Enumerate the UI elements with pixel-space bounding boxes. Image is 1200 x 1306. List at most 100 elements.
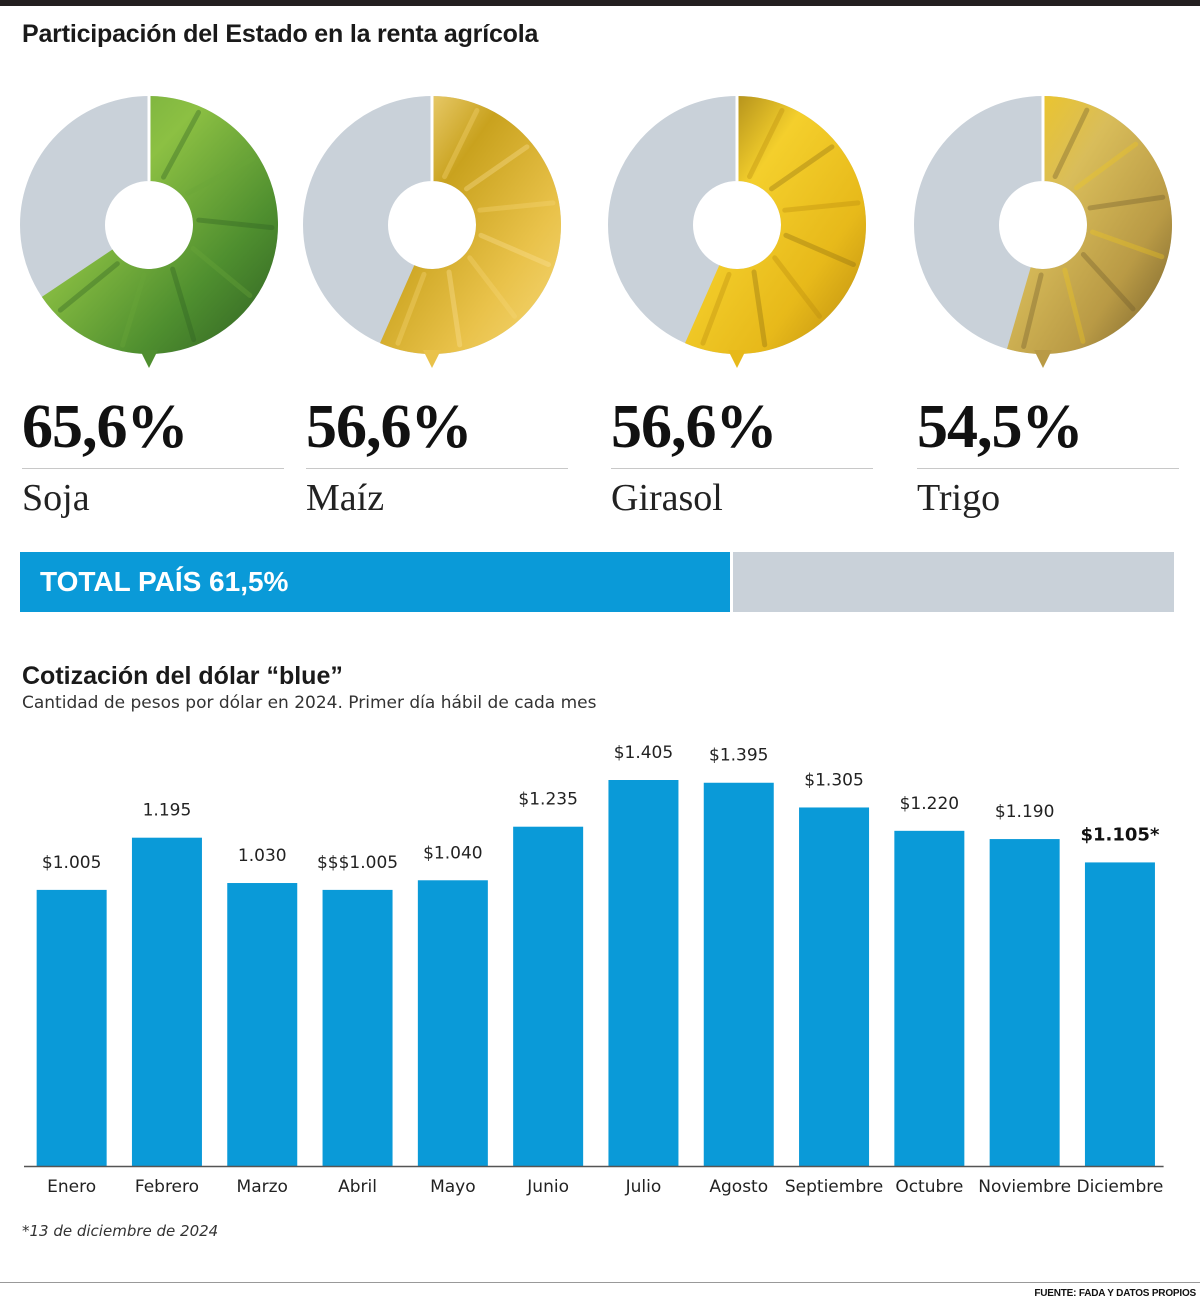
bar-octubre bbox=[894, 830, 965, 1166]
donut-share-segment bbox=[41, 96, 278, 354]
bar-abril bbox=[322, 889, 393, 1166]
bar-category-label: Marzo bbox=[237, 1177, 288, 1197]
texture-stroke bbox=[196, 217, 275, 231]
crop-name: Girasol bbox=[611, 477, 723, 519]
texture-stroke bbox=[161, 109, 202, 180]
texture-stroke bbox=[185, 156, 256, 196]
bar-category-label: Febrero bbox=[135, 1177, 199, 1197]
donut-share-segment bbox=[380, 96, 562, 355]
bar-category-label: Junio bbox=[526, 1177, 569, 1197]
texture-stroke bbox=[782, 200, 861, 213]
source-credit: FUENTE: FADA Y DATOS PROPIOS bbox=[1034, 1288, 1196, 1299]
donut-soja bbox=[20, 96, 278, 368]
texture-stroke bbox=[772, 255, 823, 319]
divider bbox=[22, 468, 284, 469]
donut-maiz bbox=[303, 96, 562, 368]
divider bbox=[917, 468, 1179, 469]
crop-block-maiz: 56,6% Maíz bbox=[306, 392, 568, 527]
texture-stroke bbox=[170, 266, 197, 343]
bar-category-label: Mayo bbox=[430, 1177, 476, 1197]
section-title-dolar: Cotización del dólar “blue” bbox=[22, 662, 343, 690]
bar-value-label: $1.005 bbox=[42, 853, 101, 873]
bar-agosto bbox=[703, 782, 774, 1166]
pointer-triangle bbox=[140, 350, 158, 368]
footnote: *13 de diciembre de 2024 bbox=[22, 1222, 219, 1240]
crop-percentage: 56,6% bbox=[306, 393, 473, 461]
bar-category-label: Diciembre bbox=[1077, 1177, 1164, 1197]
texture-stroke bbox=[1073, 141, 1139, 191]
bar-value-label: 1.030 bbox=[238, 846, 287, 866]
divider bbox=[306, 468, 568, 469]
texture-stroke bbox=[478, 232, 551, 268]
bar-septiembre bbox=[799, 807, 870, 1166]
total-pais-label: TOTAL PAÍS 61,5% bbox=[40, 566, 289, 597]
bar-value-label: $1.405 bbox=[614, 743, 673, 763]
texture-stroke bbox=[1080, 251, 1136, 312]
total-pais-bar: TOTAL PAÍS 61,5% bbox=[20, 552, 1174, 612]
texture-stroke bbox=[1062, 267, 1086, 344]
texture-stroke bbox=[783, 232, 856, 268]
divider bbox=[611, 468, 873, 469]
donut-share-segment bbox=[685, 96, 867, 355]
bar-julio bbox=[608, 780, 679, 1166]
crop-name: Soja bbox=[22, 477, 90, 519]
crop-name: Trigo bbox=[917, 477, 1001, 519]
pointer-triangle bbox=[1034, 350, 1052, 368]
bottom-rule bbox=[0, 1282, 1200, 1283]
section-subtitle-dolar: Cantidad de pesos por dólar en 2024. Pri… bbox=[22, 693, 597, 713]
donut-share-segment bbox=[1007, 96, 1172, 354]
pointer-triangle bbox=[423, 350, 441, 368]
texture-stroke bbox=[190, 246, 253, 298]
bar-noviembre bbox=[989, 839, 1060, 1166]
bar-category-label: Enero bbox=[47, 1177, 96, 1197]
bar-febrero bbox=[131, 837, 202, 1166]
total-pais-fill bbox=[20, 552, 733, 612]
texture-stroke bbox=[477, 200, 556, 213]
bar-category-label: Noviembre bbox=[978, 1177, 1071, 1197]
bar-category-label: Abril bbox=[338, 1177, 377, 1197]
bar-value-label: $1.395 bbox=[709, 746, 768, 766]
texture-stroke bbox=[464, 144, 530, 192]
bar-value-label: 1.195 bbox=[143, 801, 192, 821]
bar-category-label: Julio bbox=[625, 1177, 662, 1197]
donut-charts bbox=[20, 96, 1172, 368]
crop-percentage: 54,5% bbox=[917, 393, 1084, 461]
crop-percentage: 56,6% bbox=[611, 393, 778, 461]
texture-stroke bbox=[1087, 194, 1166, 211]
crop-block-trigo: 54,5% Trigo bbox=[917, 392, 1179, 527]
crop-percentage: 65,6% bbox=[22, 393, 189, 461]
texture-stroke bbox=[57, 261, 120, 313]
texture-stroke bbox=[700, 271, 732, 346]
bar-value-label: $1.190 bbox=[995, 802, 1054, 822]
donut-girasol bbox=[608, 96, 867, 368]
crop-block-girasol: 56,6% Girasol bbox=[611, 392, 873, 527]
bar-value-label: $1.235 bbox=[518, 790, 577, 810]
bar-value-label: $1.220 bbox=[900, 794, 959, 814]
bar-marzo bbox=[227, 883, 298, 1166]
bar-mayo bbox=[417, 880, 488, 1166]
texture-stroke bbox=[1021, 272, 1044, 349]
crop-name: Maíz bbox=[306, 477, 385, 519]
crop-block-soja: 65,6% Soja bbox=[22, 392, 284, 527]
donut-trigo bbox=[914, 96, 1172, 368]
top-rule bbox=[0, 0, 1200, 6]
texture-stroke bbox=[747, 108, 785, 180]
bar-category-label: Octubre bbox=[895, 1177, 963, 1197]
texture-stroke bbox=[120, 272, 147, 348]
bar-junio bbox=[513, 826, 584, 1166]
texture-stroke bbox=[395, 271, 427, 346]
texture-stroke bbox=[446, 269, 463, 348]
bar-value-label: $1.305 bbox=[804, 770, 863, 790]
bar-enero bbox=[36, 889, 107, 1166]
pointer-triangle bbox=[728, 350, 746, 368]
texture-stroke bbox=[1052, 107, 1090, 179]
texture-stroke bbox=[467, 255, 518, 319]
dolar-bar-chart: $1.005 Enero 1.195 Febrero 1.030 Marzo $$$1.00… bbox=[24, 743, 1164, 1197]
texture-stroke bbox=[751, 269, 768, 348]
bar-diciembre bbox=[1084, 862, 1155, 1166]
bar-value-label: $$$1.005 bbox=[317, 853, 398, 873]
bar-category-label: Agosto bbox=[709, 1177, 768, 1197]
bar-value-label: $1.040 bbox=[423, 843, 482, 863]
texture-stroke bbox=[442, 108, 480, 180]
section-title-renta: Participación del Estado en la renta agr… bbox=[22, 20, 539, 48]
